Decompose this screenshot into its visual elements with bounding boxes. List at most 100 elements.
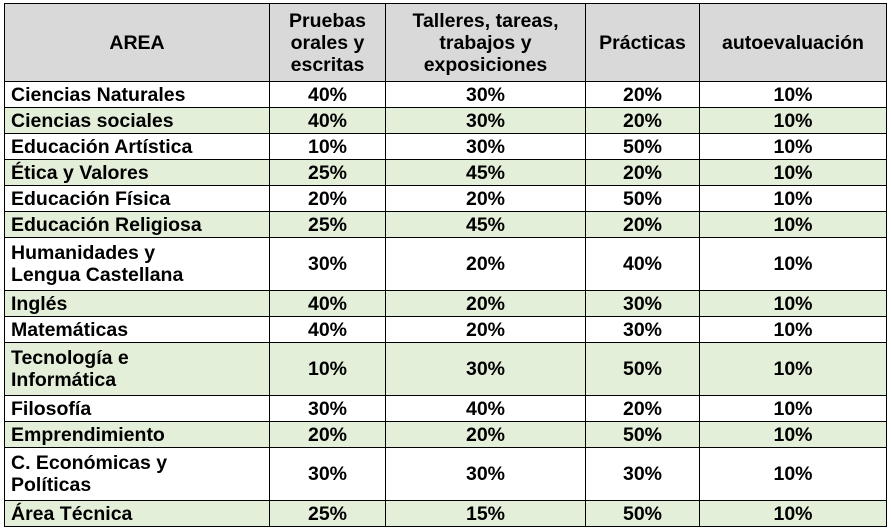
area-cell: Área Técnica xyxy=(4,500,270,527)
autoevaluacion-cell: 10% xyxy=(699,421,887,448)
header-talleres-line: exposiciones xyxy=(423,53,548,76)
area-cell: Educación Física xyxy=(4,185,270,212)
area-cell: Ética y Valores xyxy=(4,159,270,186)
talleres-cell: 30% xyxy=(385,81,586,108)
talleres-cell: 15% xyxy=(385,500,586,527)
area-name: Ciencias sociales xyxy=(11,109,174,132)
area-cell: Ciencias sociales xyxy=(4,107,270,134)
header-row: AREA Pruebas orales y escritas Talleres,… xyxy=(4,3,887,82)
autoevaluacion-cell: 10% xyxy=(699,185,887,212)
autoevaluacion-cell: 10% xyxy=(699,395,887,422)
area-name: Lengua Castellana xyxy=(11,264,184,286)
practicas-cell: 30% xyxy=(585,316,700,343)
practicas-cell: 50% xyxy=(585,185,700,212)
talleres-cell: 20% xyxy=(385,237,586,291)
evaluation-table: AREA Pruebas orales y escritas Talleres,… xyxy=(4,3,887,527)
pruebas-cell: 40% xyxy=(269,316,386,343)
talleres-cell: 20% xyxy=(385,290,586,317)
table-row: C. Económicas y Políticas 30% 30% 30% 10% xyxy=(4,447,887,501)
pruebas-cell: 30% xyxy=(269,237,386,291)
table-row: Filosofía 30% 40% 20% 10% xyxy=(4,395,887,422)
pruebas-cell: 20% xyxy=(269,421,386,448)
autoevaluacion-cell: 10% xyxy=(699,290,887,317)
pruebas-cell: 30% xyxy=(269,447,386,501)
talleres-cell: 30% xyxy=(385,107,586,134)
pruebas-cell: 10% xyxy=(269,133,386,160)
practicas-cell: 50% xyxy=(585,342,700,396)
talleres-cell: 30% xyxy=(385,133,586,160)
header-practicas: Prácticas xyxy=(585,3,700,82)
area-cell: Ciencias Naturales xyxy=(4,81,270,108)
autoevaluacion-cell: 10% xyxy=(699,500,887,527)
autoevaluacion-cell: 10% xyxy=(699,237,887,291)
area-name: Educación Artística xyxy=(11,135,193,158)
pruebas-cell: 40% xyxy=(269,107,386,134)
area-cell: Filosofía xyxy=(4,395,270,422)
practicas-cell: 50% xyxy=(585,421,700,448)
table-row: Emprendimiento 20% 20% 50% 10% xyxy=(4,421,887,448)
talleres-cell: 20% xyxy=(385,316,586,343)
pruebas-cell: 40% xyxy=(269,81,386,108)
area-cell: Educación Artística xyxy=(4,133,270,160)
pruebas-cell: 30% xyxy=(269,395,386,422)
table-row: Educación Física 20% 20% 50% 10% xyxy=(4,185,887,212)
autoevaluacion-cell: 10% xyxy=(699,342,887,396)
area-name: Informática xyxy=(11,369,117,391)
pruebas-cell: 25% xyxy=(269,159,386,186)
header-pruebas-line: Pruebas xyxy=(289,9,366,32)
area-name: Tecnología e xyxy=(11,347,129,369)
practicas-cell: 30% xyxy=(585,447,700,501)
table-row: Inglés 40% 20% 30% 10% xyxy=(4,290,887,317)
area-cell: Matemáticas xyxy=(4,316,270,343)
area-cell: Inglés xyxy=(4,290,270,317)
header-pruebas-line: orales y xyxy=(290,31,365,54)
table-row: Ética y Valores 25% 45% 20% 10% xyxy=(4,159,887,186)
area-name: C. Económicas y xyxy=(11,452,168,474)
area-name: Políticas xyxy=(11,474,92,496)
table-header: AREA Pruebas orales y escritas Talleres,… xyxy=(4,3,887,82)
area-name: Inglés xyxy=(11,292,68,315)
practicas-cell: 30% xyxy=(585,290,700,317)
pruebas-cell: 40% xyxy=(269,290,386,317)
pruebas-cell: 25% xyxy=(269,500,386,527)
practicas-cell: 20% xyxy=(585,211,700,238)
table-row: Ciencias sociales 40% 30% 20% 10% xyxy=(4,107,887,134)
table-body: Ciencias Naturales 40% 30% 20% 10% Ciencias s… xyxy=(4,81,887,527)
autoevaluacion-cell: 10% xyxy=(699,107,887,134)
pruebas-cell: 10% xyxy=(269,342,386,396)
autoevaluacion-cell: 10% xyxy=(699,447,887,501)
table-row: Matemáticas 40% 20% 30% 10% xyxy=(4,316,887,343)
area-name: Filosofía xyxy=(11,397,92,420)
pruebas-cell: 25% xyxy=(269,211,386,238)
header-pruebas: Pruebas orales y escritas xyxy=(269,3,386,82)
talleres-cell: 30% xyxy=(385,342,586,396)
practicas-cell: 20% xyxy=(585,107,700,134)
area-name: Ética y Valores xyxy=(11,161,149,184)
table-row: Educación Religiosa 25% 45% 20% 10% xyxy=(4,211,887,238)
autoevaluacion-cell: 10% xyxy=(699,159,887,186)
autoevaluacion-cell: 10% xyxy=(699,81,887,108)
autoevaluacion-cell: 10% xyxy=(699,133,887,160)
practicas-cell: 40% xyxy=(585,237,700,291)
practicas-cell: 20% xyxy=(585,395,700,422)
practicas-cell: 50% xyxy=(585,133,700,160)
header-area: AREA xyxy=(4,3,270,82)
table-row: Área Técnica 25% 15% 50% 10% xyxy=(4,500,887,527)
area-cell: Humanidades y Lengua Castellana xyxy=(4,237,270,291)
talleres-cell: 40% xyxy=(385,395,586,422)
area-name: Emprendimiento xyxy=(11,423,165,446)
header-autoevaluacion: autoevaluación xyxy=(699,3,887,82)
area-name: Educación Religiosa xyxy=(11,213,202,236)
header-talleres-line: trabajos y xyxy=(439,31,532,54)
pruebas-cell: 20% xyxy=(269,185,386,212)
table-row: Educación Artística 10% 30% 50% 10% xyxy=(4,133,887,160)
autoevaluacion-cell: 10% xyxy=(699,211,887,238)
area-cell: Tecnología e Informática xyxy=(4,342,270,396)
talleres-cell: 20% xyxy=(385,185,586,212)
area-cell: C. Económicas y Políticas xyxy=(4,447,270,501)
header-talleres: Talleres, tareas, trabajos y exposicione… xyxy=(385,3,586,82)
table-row: Tecnología e Informática 10% 30% 50% 10% xyxy=(4,342,887,396)
area-cell: Educación Religiosa xyxy=(4,211,270,238)
talleres-cell: 45% xyxy=(385,159,586,186)
practicas-cell: 20% xyxy=(585,81,700,108)
